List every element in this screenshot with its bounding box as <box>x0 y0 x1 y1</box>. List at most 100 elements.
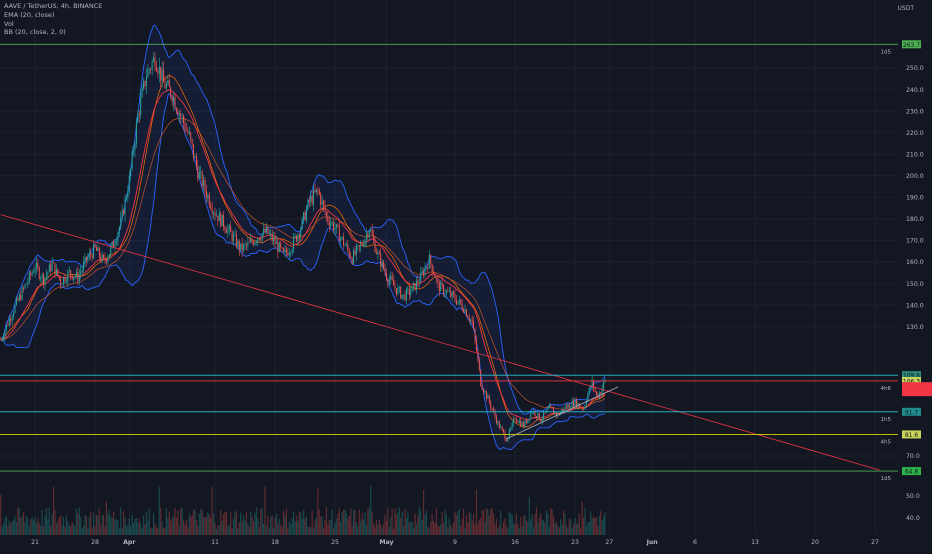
volume-bar <box>137 522 139 535</box>
volume-bar <box>40 525 42 535</box>
candle-body <box>278 243 280 253</box>
volume-bar <box>437 525 439 535</box>
price-level-box <box>902 40 921 49</box>
candle-body <box>434 273 436 279</box>
volume-bar <box>177 510 179 535</box>
volume-bar <box>475 489 478 535</box>
volume-bar <box>538 517 540 535</box>
volume-bar <box>340 522 342 535</box>
volume-bar <box>522 515 525 535</box>
candle-body <box>507 437 509 442</box>
candle-body <box>260 239 262 241</box>
volume-bar <box>331 509 333 535</box>
volume-bar <box>50 525 52 535</box>
candle-body <box>190 132 192 140</box>
volume-bar <box>110 515 112 535</box>
volume-bar <box>348 515 350 535</box>
candle-body <box>387 279 389 283</box>
candle-body <box>334 227 336 231</box>
bollinger-indicator-label[interactable]: BB (20, close, 2, 0) <box>4 28 66 37</box>
candle-body <box>0 339 2 341</box>
candle-body <box>314 190 316 192</box>
volume-bar <box>275 514 278 535</box>
candle-body <box>155 66 157 72</box>
candle-body <box>517 421 519 423</box>
y-tick-label: 220.0 <box>906 130 924 137</box>
volume-bar <box>84 515 86 535</box>
volume-bar <box>105 501 108 535</box>
candle-body <box>25 284 27 285</box>
candle-body <box>15 298 17 305</box>
candle-body <box>531 412 533 414</box>
volume-bar <box>272 527 275 535</box>
candle-body <box>144 81 146 87</box>
candle-body <box>547 408 549 411</box>
volume-bar <box>424 515 426 535</box>
volume-indicator-label[interactable]: Vol <box>4 19 14 28</box>
candle-body <box>168 80 170 87</box>
candle-body <box>281 247 283 249</box>
volume-bar <box>350 508 352 535</box>
candle-body <box>601 388 603 395</box>
volume-bar <box>600 510 602 535</box>
candle-body <box>165 84 167 89</box>
volume-bar <box>502 521 505 535</box>
candle-body <box>105 260 107 263</box>
volume-bar <box>101 515 103 535</box>
volume-bar <box>281 527 283 535</box>
volume-bar <box>120 507 122 535</box>
volume-bar <box>195 519 198 535</box>
candle-body <box>70 270 72 276</box>
candle-body <box>188 132 190 134</box>
volume-bar <box>562 510 565 535</box>
candle-body <box>341 236 343 238</box>
candle-body <box>211 208 213 213</box>
volume-bar <box>222 514 225 535</box>
volume-bar <box>490 508 492 535</box>
volume-bar <box>48 507 50 535</box>
volume-bar <box>585 525 588 535</box>
candle-body <box>537 413 539 418</box>
price-unit-label: USDT <box>897 5 915 12</box>
candle-body <box>354 250 356 255</box>
volume-bar <box>160 507 162 535</box>
volume-bar <box>401 511 403 535</box>
candle-body <box>590 386 592 388</box>
volume-bar <box>198 513 200 535</box>
ema-indicator-label[interactable]: EMA (20, close) <box>4 10 55 19</box>
candle-body <box>235 234 237 247</box>
candle-body <box>445 290 447 294</box>
candle-body <box>443 284 445 294</box>
volume-bar <box>90 511 92 535</box>
volume-bar <box>525 520 528 535</box>
volume-bar <box>232 518 235 535</box>
volume-bar <box>154 523 156 535</box>
candle-body <box>294 235 296 237</box>
volume-bar <box>555 522 558 535</box>
candle-body <box>447 290 449 292</box>
volume-bar <box>95 515 98 535</box>
volume-bar <box>514 524 516 535</box>
candle-body <box>115 241 117 244</box>
x-tick-label: 25 <box>331 539 339 546</box>
candle-body <box>407 288 409 290</box>
volume-bar <box>202 516 205 535</box>
candle-body <box>91 255 93 259</box>
candle-body <box>257 238 259 242</box>
volume-bar <box>218 525 220 535</box>
volume-bar <box>382 523 385 535</box>
x-tick-label: 21 <box>31 539 39 546</box>
volume-bar <box>262 523 265 535</box>
candle-body <box>478 359 480 370</box>
volume-bar <box>435 508 438 535</box>
candle-body <box>500 426 502 428</box>
volume-bar <box>15 521 18 535</box>
volume-bar <box>480 517 482 535</box>
candle-body <box>508 430 510 438</box>
candle-body <box>350 255 352 259</box>
volume-bar <box>42 526 45 535</box>
candle-body <box>315 188 317 192</box>
candle-body <box>245 244 247 246</box>
